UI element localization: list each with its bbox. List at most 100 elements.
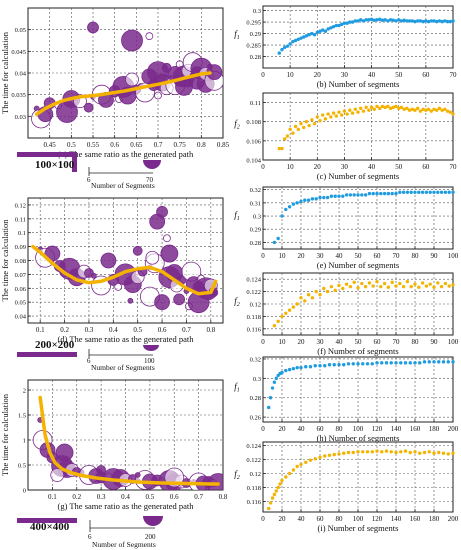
data-point	[187, 291, 210, 314]
chart-h: 0 20 40 60 80 100 120 140 160 180 200 0.26 0.28 0.3 0.…	[234, 356, 459, 443]
data-point	[329, 115, 333, 119]
data-point	[342, 21, 347, 25]
data-point	[432, 19, 436, 23]
data-point	[337, 283, 341, 288]
legend-xlabel-400: Number of Segments	[92, 540, 156, 549]
data-point	[276, 319, 280, 324]
data-point	[370, 362, 374, 366]
data-point	[327, 363, 332, 367]
data-point	[386, 191, 391, 196]
data-point	[283, 45, 287, 50]
data-point	[432, 360, 436, 364]
data-point	[436, 281, 440, 285]
legend-min-400: 6	[88, 533, 92, 541]
data-point	[154, 91, 162, 100]
x-tick-label: 70	[450, 71, 458, 79]
legend-bar-400	[17, 518, 77, 523]
data-point	[399, 19, 404, 23]
data-point	[432, 190, 436, 194]
x-tick-label: 40	[368, 163, 376, 171]
data-point	[426, 107, 431, 111]
data-point	[407, 19, 412, 23]
data-point	[443, 281, 448, 286]
data-point	[424, 190, 429, 194]
chart-title: (g) The same ratio as the generated path	[57, 501, 194, 511]
data-point	[291, 366, 296, 371]
data-point	[276, 485, 280, 490]
data-point	[293, 124, 298, 129]
data-point	[285, 134, 290, 138]
data-point	[274, 376, 278, 381]
data-point	[114, 282, 123, 291]
data-point	[299, 462, 303, 467]
legend-max-200: 100	[144, 357, 155, 365]
bubbles-d	[31, 205, 219, 314]
data-point	[359, 18, 363, 22]
x-tick-label: 80	[412, 338, 420, 346]
legend-100: 100×100 6 70 Number of Segments	[17, 152, 161, 190]
data-point	[388, 106, 393, 111]
y-tick-label: 0.32	[250, 356, 261, 363]
data-point	[353, 19, 357, 23]
data-point	[441, 360, 446, 364]
data-point	[394, 19, 398, 23]
fit-curve	[38, 395, 220, 486]
data-point	[356, 362, 360, 366]
x-tick-label: 0	[261, 338, 265, 346]
legend-bar-200	[17, 352, 77, 357]
y-tick-label: 2	[23, 388, 26, 395]
data-point	[306, 293, 311, 297]
data-point	[371, 284, 375, 288]
data-point	[397, 106, 401, 111]
x-tick-label: 0.2	[60, 326, 69, 334]
data-point	[421, 107, 425, 111]
data-point	[420, 190, 425, 194]
data-point	[445, 19, 450, 24]
data-point	[333, 194, 337, 198]
chart-title: (h) Number of segments	[317, 433, 400, 443]
legend-200: 200×200 6 100 Number of Segments	[17, 339, 159, 372]
x-tick-label: 0.1	[48, 493, 57, 501]
x-tick-label: 20	[314, 163, 322, 171]
data-point	[386, 19, 390, 23]
data-point	[350, 111, 355, 115]
data-point	[405, 279, 410, 284]
data-point	[299, 199, 303, 204]
x-tick-label: 0.2	[72, 493, 81, 501]
data-point	[272, 380, 277, 384]
y-tick-label: 1	[23, 438, 26, 445]
y-tick-label: 0.08	[15, 258, 26, 265]
legend-size-400: 400×400	[30, 521, 70, 533]
legend-min-100: 6	[87, 176, 91, 184]
bubbles-g	[32, 395, 223, 490]
x-tick-label: 0.45	[44, 141, 57, 149]
x-tick-label: 50	[395, 71, 403, 79]
data-point	[360, 193, 364, 197]
x-tick-label: 0	[261, 515, 265, 523]
x-tick-label: 0.6	[110, 141, 119, 149]
data-point	[418, 361, 422, 365]
x-tick-label: 40	[298, 515, 306, 523]
x-tick-label: 0.6	[158, 326, 167, 334]
data-point	[291, 39, 295, 44]
y-tick-label: 0.1	[18, 230, 26, 237]
data-point	[382, 281, 387, 286]
legend-bubble-400	[143, 516, 163, 526]
data-point	[154, 294, 170, 311]
data-point	[313, 364, 317, 368]
data-point	[451, 112, 455, 116]
data-point	[386, 104, 390, 109]
data-point	[420, 281, 425, 285]
y-tick-label: 0.3	[253, 376, 261, 383]
x-tick-label: 20	[298, 338, 306, 346]
data-point	[447, 284, 451, 288]
data-point	[359, 106, 363, 111]
data-point	[337, 110, 341, 114]
legend-size-200: 200×200	[35, 339, 75, 351]
data-point	[337, 23, 341, 28]
legend-bar-100	[17, 152, 77, 157]
data-point	[436, 190, 440, 194]
data-point	[375, 191, 379, 196]
plot-area-b	[262, 5, 454, 69]
data-point	[451, 283, 455, 287]
